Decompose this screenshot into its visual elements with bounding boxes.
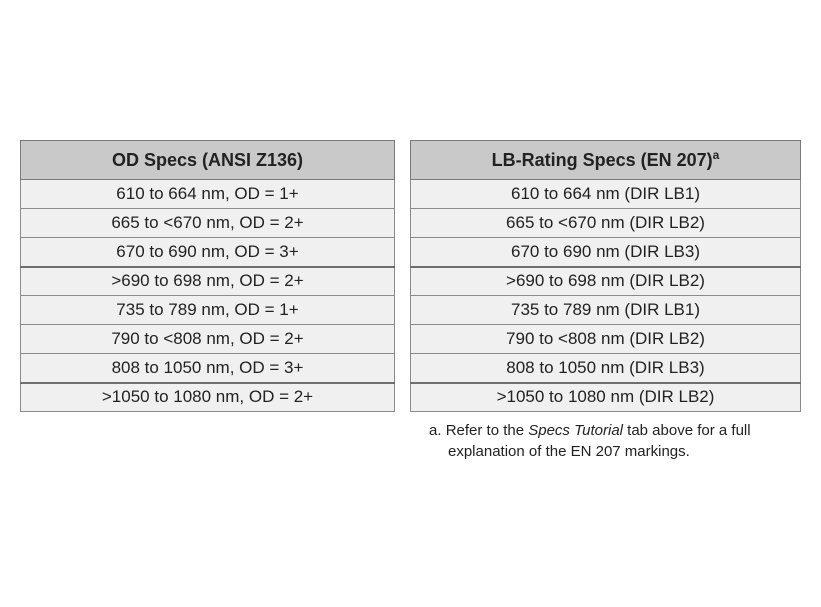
od-spec-cell: 610 to 664 nm, OD = 1+: [20, 179, 395, 209]
table-row: 790 to <808 nm, OD = 2+: [20, 324, 395, 354]
table-row: >690 to 698 nm, OD = 2+: [20, 265, 395, 296]
footnote-line-1: a. Refer to the Specs Tutorial tab above…: [429, 420, 809, 441]
lb-spec-cell: >1050 to 1080 nm (DIR LB2): [410, 381, 801, 412]
table-row: 790 to <808 nm (DIR LB2): [410, 324, 801, 354]
lb-spec-cell: >690 to 698 nm (DIR LB2): [410, 265, 801, 296]
lb-rating-specs-header: LB-Rating Specs (EN 207)a: [410, 140, 801, 180]
footnote-text-after: tab above for a full: [623, 422, 751, 439]
specs-tutorial-reference: Specs Tutorial: [528, 422, 623, 439]
table-row: 670 to 690 nm, OD = 3+: [20, 237, 395, 267]
lb-spec-cell: 790 to <808 nm (DIR LB2): [410, 324, 801, 354]
table-row: 610 to 664 nm, OD = 1+: [20, 179, 395, 209]
lb-spec-cell: 808 to 1050 nm (DIR LB3): [410, 353, 801, 383]
od-specs-header: OD Specs (ANSI Z136): [20, 140, 395, 180]
od-spec-cell: 808 to 1050 nm, OD = 3+: [20, 353, 395, 383]
footnote-marker: a.: [429, 422, 442, 439]
table-row: >690 to 698 nm (DIR LB2): [410, 265, 801, 296]
table-row: >1050 to 1080 nm (DIR LB2): [410, 381, 801, 412]
od-spec-cell: 790 to <808 nm, OD = 2+: [20, 324, 395, 354]
od-spec-cell: >1050 to 1080 nm, OD = 2+: [20, 381, 395, 412]
table-row: 735 to 789 nm, OD = 1+: [20, 295, 395, 325]
od-spec-cell: 670 to 690 nm, OD = 3+: [20, 237, 395, 267]
table-row: >1050 to 1080 nm, OD = 2+: [20, 381, 395, 412]
od-spec-cell: 665 to <670 nm, OD = 2+: [20, 208, 395, 238]
lb-spec-cell: 665 to <670 nm (DIR LB2): [410, 208, 801, 238]
table-row: 808 to 1050 nm (DIR LB3): [410, 353, 801, 383]
lb-header-text: LB-Rating Specs (EN 207): [491, 149, 713, 170]
footnote-marker-superscript: a: [712, 147, 720, 162]
table-row: 610 to 664 nm (DIR LB1): [410, 179, 801, 209]
od-spec-cell: 735 to 789 nm, OD = 1+: [20, 295, 395, 325]
table-row: 735 to 789 nm (DIR LB1): [410, 295, 801, 325]
lb-spec-cell: 670 to 690 nm (DIR LB3): [410, 237, 801, 267]
footnote-line-2: explanation of the EN 207 markings.: [448, 443, 690, 460]
lb-rating-specs-table: LB-Rating Specs (EN 207)a 610 to 664 nm …: [410, 140, 801, 412]
table-header-row: OD Specs (ANSI Z136): [20, 140, 395, 180]
table-header-row: LB-Rating Specs (EN 207)a: [410, 140, 801, 180]
table-row: 670 to 690 nm (DIR LB3): [410, 237, 801, 267]
lb-spec-cell: 610 to 664 nm (DIR LB1): [410, 179, 801, 209]
od-spec-cell: >690 to 698 nm, OD = 2+: [20, 265, 395, 296]
table-row: 808 to 1050 nm, OD = 3+: [20, 353, 395, 383]
od-specs-table: OD Specs (ANSI Z136) 610 to 664 nm, OD =…: [20, 140, 395, 412]
table-row: 665 to <670 nm, OD = 2+: [20, 208, 395, 238]
footnote-text-before: Refer to the: [445, 422, 529, 439]
lb-spec-cell: 735 to 789 nm (DIR LB1): [410, 295, 801, 325]
footnote: a. Refer to the Specs Tutorial tab above…: [429, 420, 809, 462]
table-row: 665 to <670 nm (DIR LB2): [410, 208, 801, 238]
